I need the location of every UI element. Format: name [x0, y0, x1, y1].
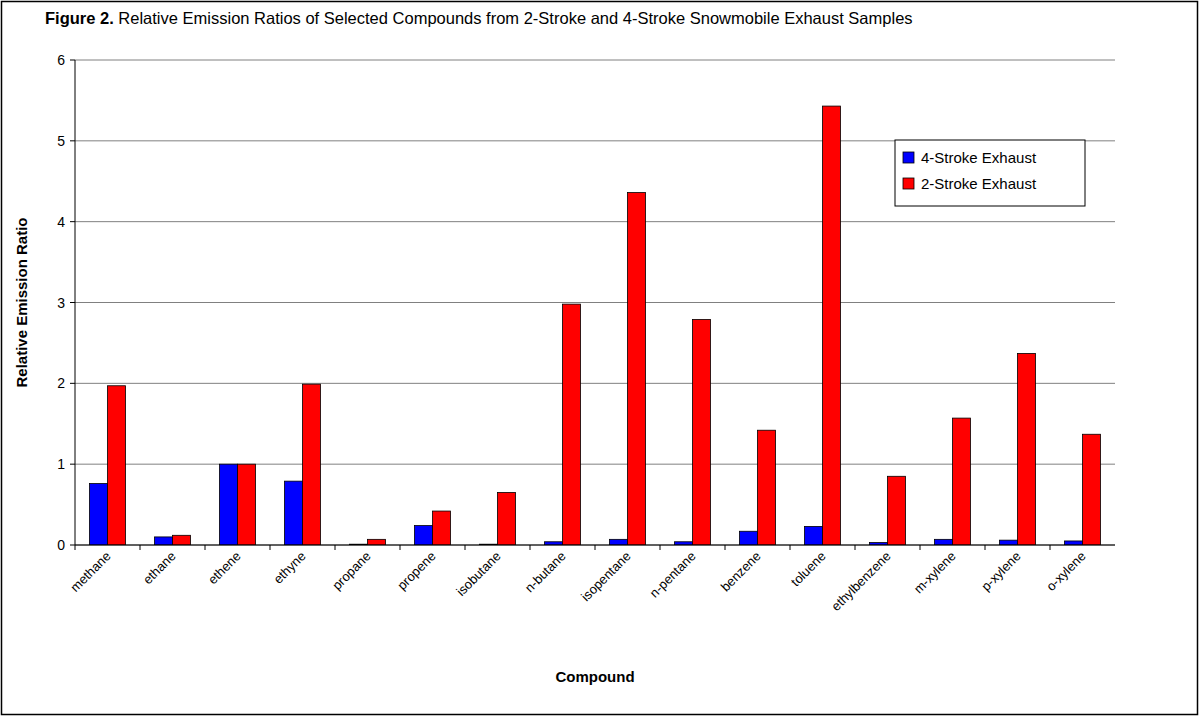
x-tick-label: benzene — [718, 549, 764, 595]
x-tick — [75, 545, 76, 550]
bar — [303, 384, 321, 545]
bar — [693, 319, 711, 545]
bar — [563, 304, 581, 545]
bar — [108, 386, 126, 545]
bar — [368, 539, 386, 545]
tick-mark — [70, 464, 75, 465]
tick-mark — [70, 383, 75, 384]
legend-box — [895, 140, 1085, 206]
frame — [2, 2, 1198, 715]
bar — [1083, 434, 1101, 545]
bar — [285, 481, 303, 545]
tick-mark — [70, 545, 75, 546]
y-tick-label: 4 — [57, 214, 65, 230]
x-tick — [205, 545, 206, 550]
grid-line — [75, 221, 1115, 222]
bar — [1018, 353, 1036, 545]
y-tick-label: 6 — [57, 52, 65, 68]
x-tick-label: toluene — [788, 549, 829, 590]
x-tick — [920, 545, 921, 550]
bar — [628, 193, 646, 545]
x-tick — [400, 545, 401, 550]
bar — [935, 539, 953, 545]
bar — [498, 492, 516, 545]
bar — [888, 476, 906, 545]
x-tick-label: methane — [67, 549, 113, 595]
bar — [953, 418, 971, 545]
y-tick-label: 0 — [57, 537, 65, 553]
y-tick-label: 2 — [57, 375, 65, 391]
bar — [758, 430, 776, 545]
x-tick — [1050, 545, 1051, 550]
x-tick-label: o-xylene — [1043, 549, 1088, 594]
legend: 4-Stroke Exhaust 2-Stroke Exhaust — [895, 140, 1085, 206]
x-tick-label: propene — [394, 549, 438, 593]
y-tick-label: 5 — [57, 133, 65, 149]
bar — [433, 511, 451, 545]
tick-mark — [70, 140, 75, 141]
x-tick-label: p-xylene — [978, 549, 1023, 594]
x-tick — [725, 545, 726, 550]
x-tick-label: ethane — [140, 549, 179, 588]
bar — [740, 531, 758, 545]
x-tick-label: ethyne — [270, 549, 308, 587]
legend-swatch — [903, 178, 914, 189]
title-part: Relative Emission Ratios of Selected Com… — [114, 9, 913, 27]
grid-line — [75, 302, 1115, 303]
tick-mark — [70, 302, 75, 303]
x-tick — [270, 545, 271, 550]
x-tick-label: ethene — [205, 549, 244, 588]
y-axis-label: Relative Emission Ratio — [13, 217, 30, 387]
bar — [1065, 541, 1083, 545]
bar — [415, 526, 433, 545]
x-tick — [595, 545, 596, 550]
tick-mark — [70, 221, 75, 222]
bar — [155, 537, 173, 545]
chart-root: Figure 2. Relative Emission Ratios of Se… — [0, 0, 1199, 716]
y-tick-label: 3 — [57, 295, 65, 311]
x-tick-label: isopentane — [578, 549, 634, 605]
bar — [173, 535, 191, 545]
y-tick-label: 1 — [57, 456, 65, 472]
x-tick-label: n-butane — [522, 549, 569, 596]
bar — [805, 526, 823, 545]
bar — [90, 484, 108, 545]
legend-swatch — [903, 152, 914, 163]
x-tick — [530, 545, 531, 550]
bar — [220, 464, 238, 545]
bar — [238, 464, 256, 545]
x-tick — [335, 545, 336, 550]
x-tick-label: n-pentane — [647, 549, 699, 601]
x-tick-label: ethylbenzene — [828, 549, 893, 614]
bar — [823, 106, 841, 545]
legend-label: 4-Stroke Exhaust — [921, 149, 1037, 166]
tick-mark — [70, 60, 75, 61]
x-tick — [465, 545, 466, 550]
x-tick-label: m-xylene — [911, 549, 959, 597]
bars — [90, 106, 1101, 545]
bar — [1000, 540, 1018, 545]
y-axis — [75, 60, 76, 545]
x-axis-label: Compound — [555, 668, 634, 685]
x-tick-label: propane — [329, 549, 373, 593]
x-tick-label: isobutane — [453, 549, 503, 599]
x-tick — [855, 545, 856, 550]
chart: Figure 2. Relative Emission Ratios of Se… — [0, 0, 1199, 716]
x-tick — [140, 545, 141, 550]
title-part: Figure 2. — [45, 9, 114, 27]
title: Figure 2. Relative Emission Ratios of Se… — [45, 9, 913, 27]
x-tick — [985, 545, 986, 550]
x-tick — [790, 545, 791, 550]
bar — [610, 539, 628, 545]
grid-line — [75, 383, 1115, 384]
grid-line — [75, 60, 1115, 61]
x-tick — [660, 545, 661, 550]
legend-label: 2-Stroke Exhaust — [921, 175, 1037, 192]
